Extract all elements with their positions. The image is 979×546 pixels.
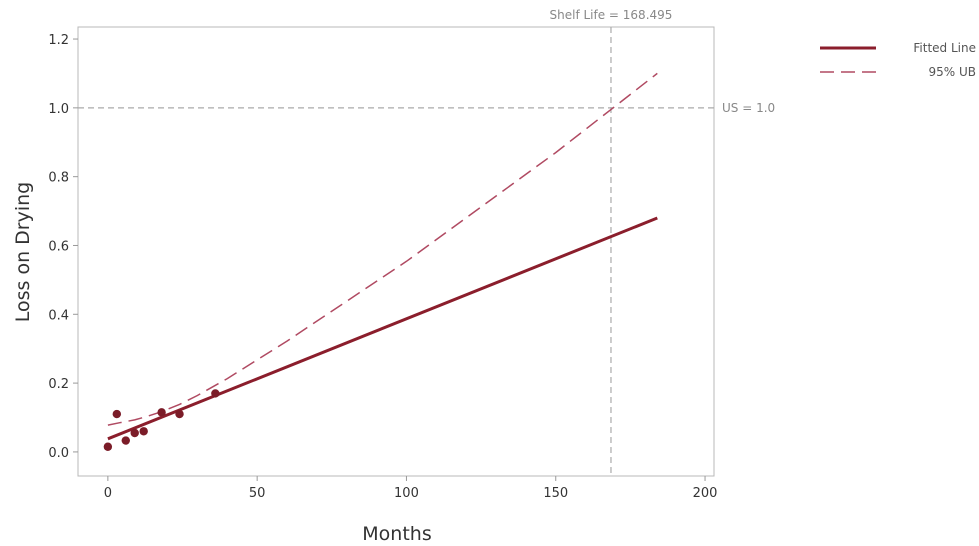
data-point xyxy=(139,427,148,436)
x-tick-label: 0 xyxy=(104,486,112,501)
y-tick-label: 1.0 xyxy=(48,102,69,117)
data-point xyxy=(103,442,113,451)
data-point xyxy=(130,428,139,438)
y-tick-label: 0.8 xyxy=(48,171,69,186)
x-tick-label: 200 xyxy=(693,486,718,501)
x-tick-label: 100 xyxy=(394,486,419,501)
fitted-line xyxy=(107,216,658,441)
legend-label-95-ub: 95% UB xyxy=(928,65,976,79)
x-tick-label: 150 xyxy=(543,486,568,501)
legend-label-fitted-line: Fitted Line xyxy=(913,41,976,55)
data-point xyxy=(112,409,122,419)
data-point xyxy=(121,436,130,445)
data-point xyxy=(175,409,184,419)
legend: Fitted Line 95% UB xyxy=(820,41,976,79)
y-tick-label: 0.4 xyxy=(48,308,69,323)
shelf-life-label: Shelf Life = 168.495 xyxy=(550,8,673,22)
axes: 0 50 100 150 200 0.0 0.2 0.4 0.6 0.8 1.0 1.2 xyxy=(48,33,717,501)
reference-lines: US = 1.0 Shelf Life = 168.495 xyxy=(78,8,775,476)
y-tick-label: 0.0 xyxy=(48,446,69,461)
upper-bound-line xyxy=(107,72,658,426)
series-lines xyxy=(107,72,658,441)
plot-frame xyxy=(77,26,715,477)
upper-spec-label: US = 1.0 xyxy=(722,101,775,115)
data-point xyxy=(211,389,220,398)
data-points xyxy=(103,389,220,451)
x-tick-label: 50 xyxy=(249,486,266,501)
data-point xyxy=(157,408,166,417)
y-tick-label: 0.6 xyxy=(48,239,69,254)
y-tick-label: 1.2 xyxy=(48,33,69,48)
x-axis-title: Months xyxy=(362,523,431,545)
y-axis-title: Loss on Drying xyxy=(12,182,34,323)
y-tick-label: 0.2 xyxy=(48,377,69,392)
